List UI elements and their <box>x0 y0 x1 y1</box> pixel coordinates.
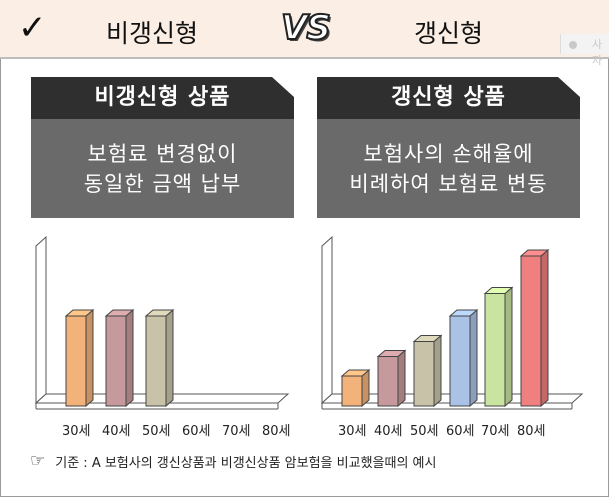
non-renewal-product-title: 비갱신형 상품 <box>31 77 294 119</box>
x-tick-label: 60세 <box>446 424 475 439</box>
x-tick-label: 30세 <box>338 424 367 439</box>
non-renewal-label: 비갱신형 <box>106 19 199 48</box>
bar-80세 <box>519 248 550 408</box>
bar-30세 <box>340 368 371 408</box>
chart-non-renewal <box>34 235 290 410</box>
renewal-label: 갱신형 <box>414 19 484 48</box>
x-tick-label: 80세 <box>262 424 291 439</box>
bar-50세 <box>412 334 443 408</box>
faint-overlay-text: 사자 <box>592 38 603 67</box>
x-tick-label: 80세 <box>517 424 546 439</box>
bar-40세 <box>104 308 135 408</box>
footnote: ☞ 기준 : A 보험사의 갱신상품과 비갱신상품 암보험을 비교했을때의 예시 <box>30 451 436 471</box>
x-tick-label: 40세 <box>374 424 403 439</box>
renewal-product-desc: 보험사의 손해율에 비례하여 보험료 변동 <box>317 119 580 218</box>
x-tick-label: 70세 <box>481 424 510 439</box>
chart-wall <box>35 235 47 405</box>
bar-40세 <box>376 349 407 408</box>
vs-label: VS <box>280 7 332 49</box>
non-renewal-product-desc: 보험료 변경없이 동일한 금액 납부 <box>31 119 294 218</box>
chart-wall <box>321 235 333 405</box>
check-icon: ✓ <box>18 8 47 48</box>
footnote-text: 기준 : A 보험사의 갱신상품과 비갱신상품 암보험을 비교했을때의 예시 <box>55 455 437 471</box>
chart-renewal <box>320 235 584 410</box>
renewal-product-title: 갱신형 상품 <box>317 77 580 119</box>
bar-60세 <box>448 308 479 408</box>
faint-overlay-box <box>560 34 609 54</box>
non-renewal-desc-line-1: 보험료 변경없이 <box>87 141 238 166</box>
bar-70세 <box>483 286 514 408</box>
renewal-desc-line-1: 보험사의 손해율에 <box>363 141 534 166</box>
comparison-header: ✓ 비갱신형 VS 갱신형 <box>0 0 609 59</box>
x-tick-label: 40세 <box>102 424 131 439</box>
x-tick-label: 30세 <box>62 424 91 439</box>
non-renewal-desc-line-2: 동일한 금액 납부 <box>83 171 242 196</box>
x-tick-label: 50세 <box>142 424 171 439</box>
pointing-hand-icon: ☞ <box>30 451 46 471</box>
bar-50세 <box>144 308 175 408</box>
x-tick-label: 60세 <box>182 424 211 439</box>
renewal-desc-line-2: 비례하여 보험료 변동 <box>349 171 548 196</box>
x-tick-label: 50세 <box>410 424 439 439</box>
x-tick-label: 70세 <box>222 424 251 439</box>
faint-circle-icon <box>569 41 577 49</box>
bar-30세 <box>64 308 95 408</box>
